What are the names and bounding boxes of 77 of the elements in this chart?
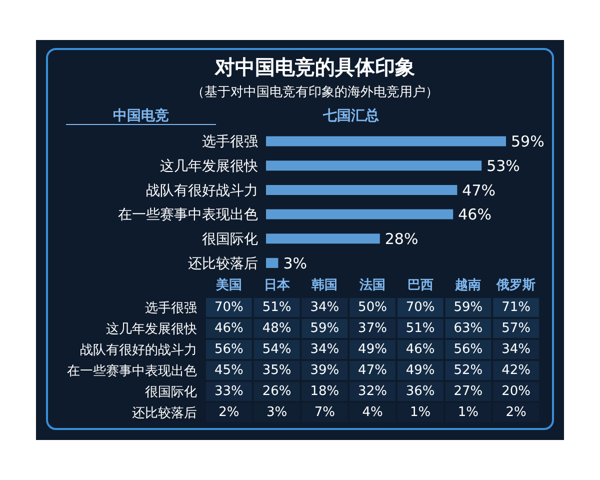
y-tick-label: 还比较落后 xyxy=(132,406,197,422)
data-label: 56% xyxy=(214,342,244,357)
data-label: 59% xyxy=(454,300,483,315)
y-tick-label: 战队有很好的战斗力 xyxy=(80,343,197,358)
data-label: 18% xyxy=(310,384,340,399)
bar xyxy=(266,234,380,244)
data-label: 34% xyxy=(502,342,531,357)
data-label: 57% xyxy=(502,321,531,336)
x-tick-label: 美国 xyxy=(214,277,242,293)
data-label: 46% xyxy=(458,206,492,224)
bar xyxy=(266,184,458,195)
data-label: 35% xyxy=(262,363,292,378)
y-tick-label: 还比较落后 xyxy=(188,256,258,272)
x-tick-label: 俄罗斯 xyxy=(496,278,536,293)
data-label: 50% xyxy=(358,300,387,315)
data-label: 51% xyxy=(262,300,292,315)
data-label: 20% xyxy=(502,384,531,399)
bar xyxy=(266,209,454,220)
data-label: 7% xyxy=(314,405,335,420)
data-label: 70% xyxy=(214,300,244,315)
data-label: 36% xyxy=(406,384,435,399)
x-tick-label: 日本 xyxy=(264,278,291,293)
y-tick-label: 在一些赛事中表现出色 xyxy=(67,363,197,380)
data-label: 47% xyxy=(462,181,496,200)
data-label: 59% xyxy=(310,321,340,336)
data-label: 53% xyxy=(486,156,520,175)
data-label: 27% xyxy=(454,384,483,399)
data-label: 56% xyxy=(454,342,483,357)
data-label: 34% xyxy=(310,300,340,315)
y-tick-label: 很国际化 xyxy=(202,231,258,248)
data-label: 1% xyxy=(458,405,479,420)
x-axis-title: 七国汇总 xyxy=(322,107,380,125)
data-label: 46% xyxy=(214,321,244,336)
bar xyxy=(266,136,506,146)
y-tick-label: 在一些赛事中表现出色 xyxy=(118,207,258,224)
chart-title: 对中国电竞的具体印象 xyxy=(214,54,416,81)
y-tick-label: 这几年发展很快 xyxy=(160,158,258,174)
data-label: 49% xyxy=(406,363,435,378)
y-tick-label: 这几年发展很快 xyxy=(106,322,197,338)
data-label: 39% xyxy=(310,363,340,378)
x-tick-label: 巴西 xyxy=(407,278,434,293)
bar xyxy=(266,258,278,268)
x-tick-label: 韩国 xyxy=(310,278,338,293)
data-label: 70% xyxy=(406,300,435,315)
data-label: 47% xyxy=(358,363,387,378)
data-label: 45% xyxy=(214,363,244,378)
data-label: 3% xyxy=(266,405,288,420)
x-tick-label: 法国 xyxy=(358,278,386,293)
data-label: 46% xyxy=(406,342,435,357)
y-tick-label: 选手很强 xyxy=(145,301,197,316)
data-label: 37% xyxy=(358,321,387,336)
data-label: 33% xyxy=(214,384,244,399)
data-label: 3% xyxy=(283,254,307,272)
data-label: 71% xyxy=(502,300,531,315)
data-label: 2% xyxy=(506,405,526,420)
chart-subtitle: （基于对中国电竞有印象的海外电竞用户） xyxy=(190,84,440,101)
x-tick-label: 越南 xyxy=(454,278,482,293)
data-label: 28% xyxy=(384,230,418,248)
data-label: 48% xyxy=(262,321,292,336)
data-label: 34% xyxy=(310,342,340,357)
data-label: 26% xyxy=(262,384,292,399)
data-label: 51% xyxy=(406,321,435,336)
data-label: 32% xyxy=(358,384,387,399)
data-label: 42% xyxy=(502,363,531,378)
data-label: 1% xyxy=(410,405,431,420)
data-label: 59% xyxy=(511,132,544,151)
data-label: 2% xyxy=(218,405,240,420)
data-label: 49% xyxy=(358,342,387,357)
data-label: 52% xyxy=(454,363,483,378)
data-label: 63% xyxy=(454,321,483,336)
data-label: 54% xyxy=(262,342,292,357)
bar xyxy=(266,160,482,171)
y-axis-title: 中国电竞 xyxy=(66,107,216,125)
y-tick-label: 很国际化 xyxy=(145,385,197,400)
data-label: 4% xyxy=(362,405,383,420)
y-tick-label: 战队有很好战斗力 xyxy=(146,182,258,199)
y-tick-label: 选手很强 xyxy=(202,134,258,150)
